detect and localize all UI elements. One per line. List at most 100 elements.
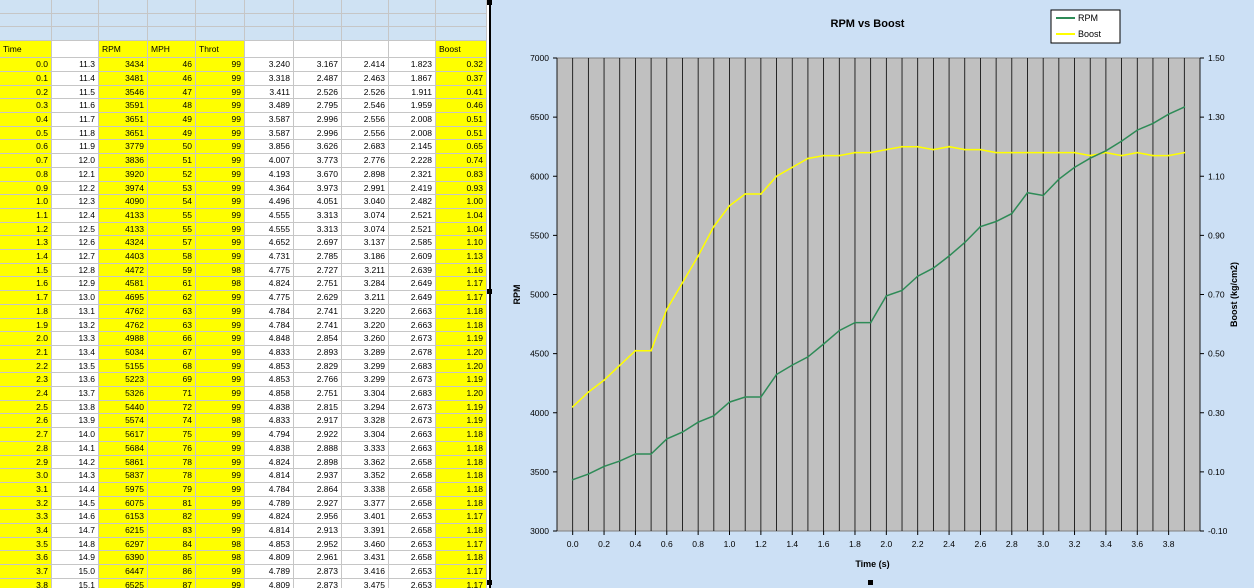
sheet-cell[interactable]: 3651 [99, 126, 148, 141]
sheet-cell[interactable]: 99 [196, 441, 245, 456]
sheet-cell[interactable]: 4472 [99, 263, 148, 278]
sheet-cell[interactable]: 3.333 [342, 441, 389, 456]
sheet-header-cell[interactable]: MPH [148, 41, 196, 59]
sheet-cell[interactable]: 2.795 [294, 99, 342, 113]
sheet-cell[interactable]: 2.639 [389, 263, 436, 278]
sheet-header-cell[interactable] [52, 41, 99, 59]
sheet-cell[interactable]: 0.1 [0, 71, 52, 86]
sheet-cell[interactable]: 99 [196, 195, 245, 209]
sheet-cell[interactable]: 2.898 [342, 167, 389, 182]
sheet-cell[interactable]: 13.1 [52, 304, 99, 319]
sheet-cell[interactable]: 4.784 [245, 482, 294, 497]
sheet-cell[interactable]: 1.17 [436, 578, 487, 588]
sheet-cell[interactable]: 1.6 [0, 277, 52, 292]
sheet-cell[interactable]: 0.9 [0, 181, 52, 196]
sheet-cell[interactable]: 99 [196, 304, 245, 319]
sheet-cell[interactable]: 2.854 [294, 332, 342, 346]
sheet-cell[interactable]: 3.2 [0, 496, 52, 511]
sheet-cell[interactable]: 14.3 [52, 469, 99, 483]
sheet-header-cell[interactable]: RPM [99, 41, 148, 59]
sheet-cell[interactable]: 0.83 [436, 167, 487, 182]
sheet-cell[interactable]: 3.304 [342, 387, 389, 401]
sheet-cell[interactable]: 0.93 [436, 181, 487, 196]
sheet-cell[interactable]: 99 [196, 332, 245, 346]
sheet-cell[interactable]: 1.18 [436, 441, 487, 456]
sheet-cell[interactable]: 84 [148, 537, 196, 552]
sheet-cell[interactable]: 2.663 [389, 318, 436, 333]
sheet-cell[interactable]: 3.167 [294, 58, 342, 72]
resize-handle-bottom-mid[interactable] [868, 580, 873, 585]
sheet-header-cell[interactable] [245, 41, 294, 59]
sheet-cell[interactable]: 2.673 [389, 414, 436, 429]
sheet-cell[interactable] [0, 0, 52, 14]
sheet-cell[interactable]: 4.824 [245, 455, 294, 470]
sheet-cell[interactable]: 99 [196, 126, 245, 141]
sheet-cell[interactable]: 2.414 [342, 58, 389, 72]
sheet-cell[interactable]: 50 [148, 140, 196, 155]
resize-handle-mid-left[interactable] [487, 289, 492, 294]
sheet-cell[interactable]: 2.873 [294, 578, 342, 588]
sheet-cell[interactable]: 2.697 [294, 236, 342, 250]
sheet-cell[interactable] [52, 27, 99, 42]
sheet-cell[interactable]: 5574 [99, 414, 148, 429]
sheet-cell[interactable]: 13.2 [52, 318, 99, 333]
sheet-cell[interactable]: 12.2 [52, 181, 99, 196]
sheet-cell[interactable]: 4581 [99, 277, 148, 292]
sheet-cell[interactable]: 49 [148, 126, 196, 141]
sheet-cell[interactable]: 3920 [99, 167, 148, 182]
sheet-cell[interactable]: 1.17 [436, 510, 487, 524]
sheet-cell[interactable]: 3.362 [342, 455, 389, 470]
sheet-cell[interactable]: 4.814 [245, 469, 294, 483]
sheet-cell[interactable]: 1.16 [436, 263, 487, 278]
sheet-cell[interactable]: 2.893 [294, 345, 342, 360]
sheet-cell[interactable]: 2.3 [0, 373, 52, 387]
sheet-cell[interactable]: 1.18 [436, 469, 487, 483]
sheet-cell[interactable]: 11.8 [52, 126, 99, 141]
sheet-cell[interactable]: 57 [148, 236, 196, 250]
sheet-cell[interactable]: 3.352 [342, 469, 389, 483]
sheet-cell[interactable] [52, 13, 99, 28]
sheet-cell[interactable]: 4.833 [245, 345, 294, 360]
sheet-cell[interactable]: 99 [196, 58, 245, 72]
sheet-cell[interactable]: 14.8 [52, 537, 99, 552]
sheet-cell[interactable]: 52 [148, 167, 196, 182]
sheet-cell[interactable]: 99 [196, 113, 245, 127]
sheet-cell[interactable]: 1.2 [0, 222, 52, 237]
sheet-cell[interactable]: 6297 [99, 537, 148, 552]
sheet-cell[interactable]: 4133 [99, 208, 148, 223]
sheet-cell[interactable]: 0.2 [0, 85, 52, 100]
sheet-cell[interactable]: 1.0 [0, 195, 52, 209]
sheet-cell[interactable]: 66 [148, 332, 196, 346]
sheet-cell[interactable]: 2.776 [342, 154, 389, 168]
sheet-cell[interactable] [342, 13, 389, 28]
sheet-cell[interactable]: 14.0 [52, 428, 99, 442]
sheet-cell[interactable]: 1.18 [436, 551, 487, 566]
sheet-cell[interactable]: 4.809 [245, 578, 294, 588]
sheet-cell[interactable]: 99 [196, 250, 245, 264]
sheet-cell[interactable] [148, 0, 196, 14]
sheet-cell[interactable]: 2.683 [389, 359, 436, 374]
sheet-cell[interactable]: 0.7 [0, 154, 52, 168]
sheet-cell[interactable]: 3.074 [342, 208, 389, 223]
sheet-cell[interactable]: 2.922 [294, 428, 342, 442]
sheet-cell[interactable]: 3.6 [0, 551, 52, 566]
sheet-cell[interactable]: 3481 [99, 71, 148, 86]
sheet-cell[interactable]: 4.775 [245, 263, 294, 278]
sheet-cell[interactable]: 2.658 [389, 551, 436, 566]
sheet-cell[interactable]: 2.649 [389, 277, 436, 292]
sheet-cell[interactable]: 3.973 [294, 181, 342, 196]
sheet-cell[interactable]: 4.555 [245, 208, 294, 223]
sheet-cell[interactable]: 2.937 [294, 469, 342, 483]
sheet-cell[interactable]: 1.20 [436, 345, 487, 360]
sheet-cell[interactable]: 99 [196, 510, 245, 524]
sheet-cell[interactable]: 99 [196, 428, 245, 442]
sheet-cell[interactable] [245, 27, 294, 42]
sheet-cell[interactable]: 2.487 [294, 71, 342, 86]
sheet-cell[interactable] [436, 27, 487, 42]
sheet-cell[interactable]: 3.289 [342, 345, 389, 360]
sheet-cell[interactable]: 12.6 [52, 236, 99, 250]
sheet-cell[interactable]: 13.5 [52, 359, 99, 374]
sheet-cell[interactable]: 4.784 [245, 304, 294, 319]
sheet-cell[interactable]: 4988 [99, 332, 148, 346]
sheet-cell[interactable]: 4133 [99, 222, 148, 237]
